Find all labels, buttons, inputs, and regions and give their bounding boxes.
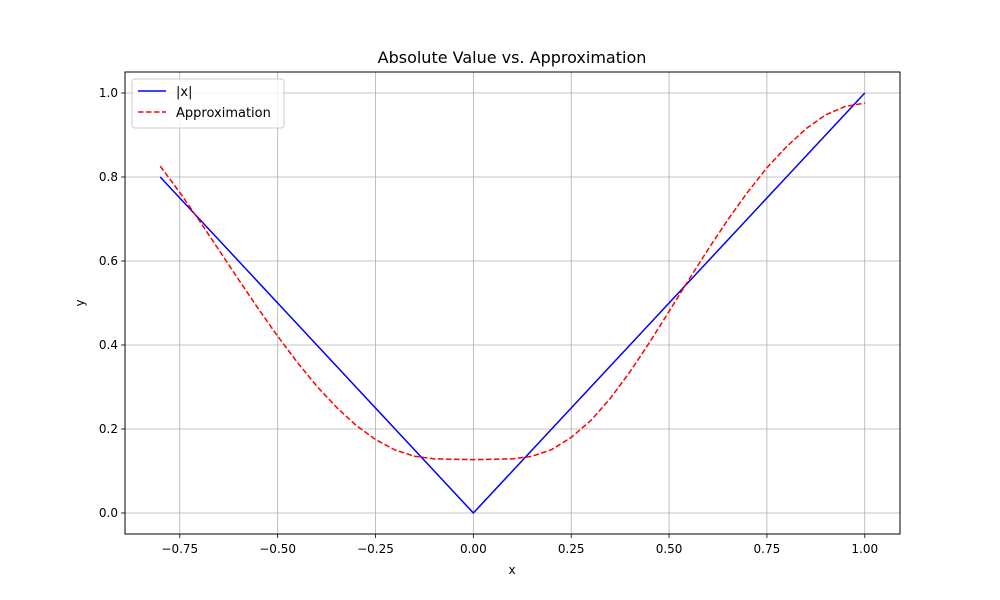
x-tick-label: 0.25 — [558, 542, 585, 556]
x-tick-label: 0.50 — [656, 542, 683, 556]
y-tick-label: 0.0 — [99, 506, 118, 520]
x-tick-label: −0.25 — [357, 542, 394, 556]
approximation-line — [159, 102, 865, 461]
x-tick-label: −0.75 — [161, 542, 198, 556]
x-tick-label: 1.00 — [851, 542, 878, 556]
axis-ticks: −0.75 −0.50 −0.25 0.00 0.25 0.50 0.75 1.00 0.0 0.… — [99, 86, 878, 556]
legend-label-approximation: Approximation — [176, 106, 271, 121]
y-tick-label: 0.2 — [99, 422, 118, 436]
grid — [125, 72, 900, 534]
y-axis-label: y — [73, 299, 87, 306]
x-tick-label: −0.50 — [259, 542, 296, 556]
x-axis-label: x — [508, 563, 515, 577]
y-tick-label: 1.0 — [99, 86, 118, 100]
y-tick-label: 0.4 — [99, 338, 118, 352]
legend: |x| Approximation — [131, 78, 285, 129]
x-tick-label: 0.75 — [754, 542, 781, 556]
plot-area — [124, 71, 901, 535]
y-tick-label: 0.6 — [99, 254, 118, 268]
y-tick-label: 0.8 — [99, 170, 118, 184]
x-tick-label: 0.00 — [460, 542, 487, 556]
legend-box — [131, 78, 285, 129]
abs-value-line — [159, 92, 866, 514]
series-lines — [159, 92, 866, 514]
legend-label-abs: |x| — [176, 85, 192, 100]
chart-title: Absolute Value vs. Approximation — [378, 48, 647, 67]
